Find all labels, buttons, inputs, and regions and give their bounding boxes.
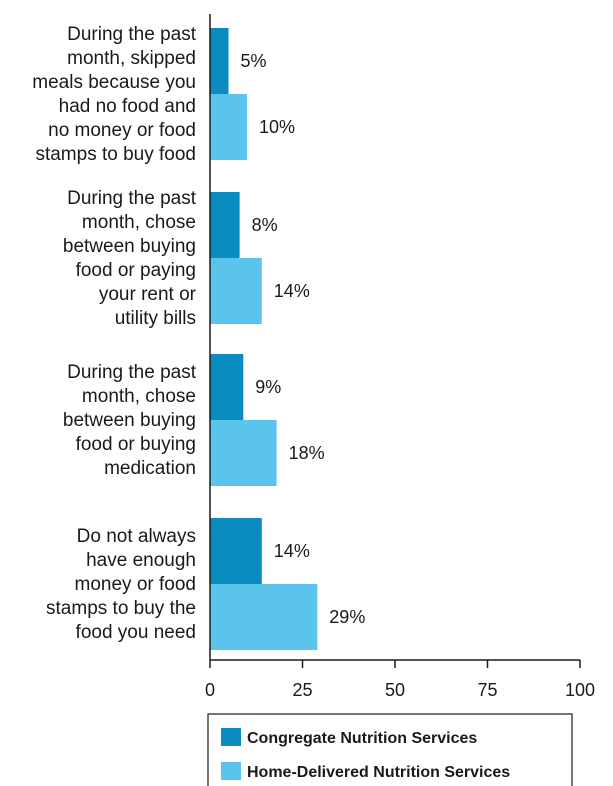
x-tick-label: 100 xyxy=(565,680,595,700)
x-ticks: 0 25 50 75 100 xyxy=(205,660,595,700)
bar-home-delivered xyxy=(210,584,318,650)
category-label-line: food you need xyxy=(76,622,196,643)
data-label: 29% xyxy=(329,607,365,627)
category-label-line: had no food and xyxy=(59,96,196,117)
value-labels: 5% 10% 8% 14% 9% 18% 14% 29% xyxy=(241,51,366,627)
category-label-line: During the past xyxy=(67,188,197,209)
category-label-line: Do not always xyxy=(77,526,196,547)
category-label-line: During the past xyxy=(67,362,197,383)
category-label: Do not always have enough money or food sta… xyxy=(46,526,196,643)
category-label-line: no money or food xyxy=(48,120,196,141)
category-label-line: food or paying xyxy=(76,260,196,281)
category-label-line: month, chose xyxy=(82,386,196,407)
x-tick-label: 75 xyxy=(477,680,497,700)
category-label-line: between buying xyxy=(63,236,196,257)
legend-label: Home-Delivered Nutrition Services xyxy=(247,764,510,781)
category-label-line: utility bills xyxy=(115,308,196,329)
category-label-line: stamps to buy food xyxy=(35,144,196,165)
x-tick-label: 25 xyxy=(292,680,312,700)
category-label: During the past month, skipped meals becau… xyxy=(32,24,196,165)
data-label: 10% xyxy=(259,117,295,137)
bar-congregate xyxy=(210,518,262,584)
category-label-line: month, skipped xyxy=(67,48,196,69)
category-label: During the past month, chose between buyin… xyxy=(63,362,197,479)
bar-congregate xyxy=(210,192,240,258)
bar-home-delivered xyxy=(210,94,247,160)
data-label: 14% xyxy=(274,541,310,561)
category-label-line: month, chose xyxy=(82,212,196,233)
legend: Congregate Nutrition Services Home-Delive… xyxy=(207,713,573,786)
legend-box xyxy=(207,713,573,786)
legend-swatch xyxy=(221,728,241,746)
category-label-line: stamps to buy the xyxy=(46,598,196,619)
x-tick-label: 0 xyxy=(205,680,215,700)
bar-home-delivered xyxy=(210,420,277,486)
x-tick-label: 50 xyxy=(385,680,405,700)
category-labels: During the past month, skipped meals becau… xyxy=(32,24,196,643)
category-label-line: food or buying xyxy=(76,434,196,455)
category-label: During the past month, chose between buyin… xyxy=(63,188,197,329)
category-label-line: between buying xyxy=(63,410,196,431)
data-label: 8% xyxy=(252,215,278,235)
bar-congregate xyxy=(210,354,244,420)
category-label-line: medication xyxy=(104,458,196,479)
category-label-line: your rent or xyxy=(99,284,197,305)
category-label-line: During the past xyxy=(67,24,197,45)
data-label: 9% xyxy=(255,377,281,397)
category-label-line: money or food xyxy=(75,574,196,595)
axes xyxy=(209,14,580,661)
bar-congregate xyxy=(210,28,229,94)
category-label-line: have enough xyxy=(86,550,196,571)
data-label: 18% xyxy=(289,443,325,463)
data-label: 5% xyxy=(241,51,267,71)
category-label-line: meals because you xyxy=(32,72,196,93)
legend-label: Congregate Nutrition Services xyxy=(247,730,477,747)
bars xyxy=(210,28,318,650)
legend-swatch xyxy=(221,762,241,780)
data-label: 14% xyxy=(274,281,310,301)
bar-home-delivered xyxy=(210,258,262,324)
